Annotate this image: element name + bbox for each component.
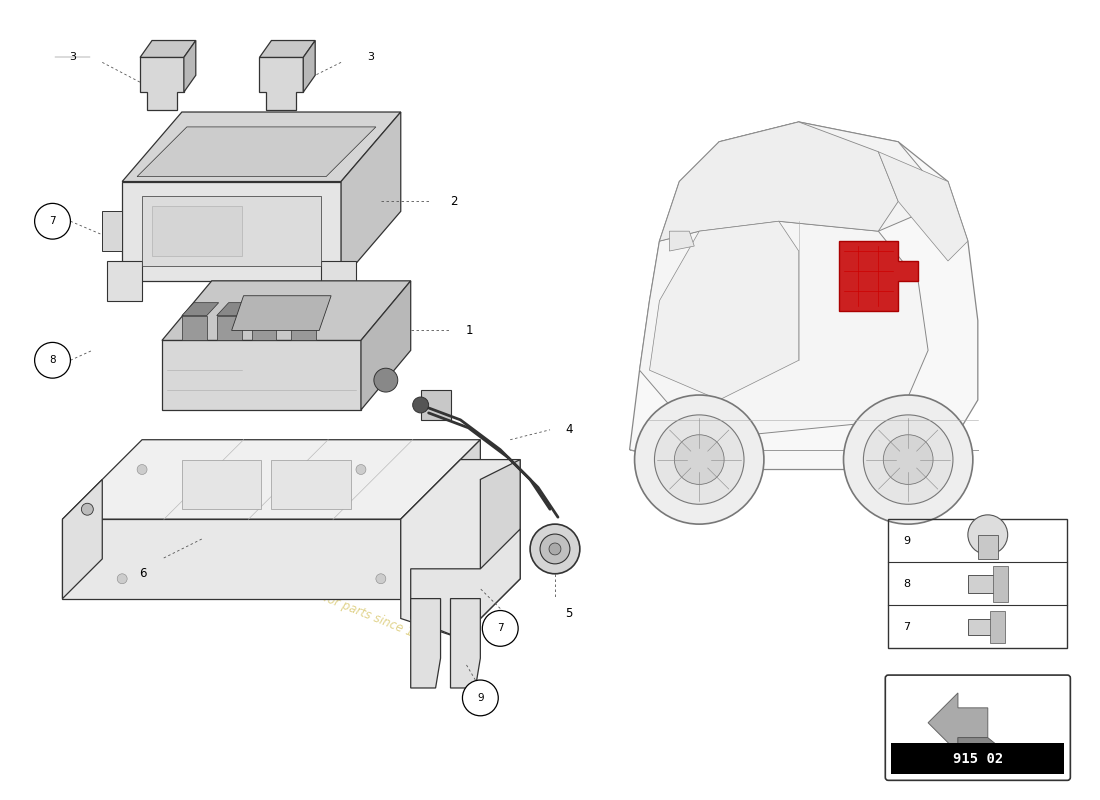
Circle shape	[81, 503, 94, 515]
Circle shape	[883, 434, 933, 485]
Polygon shape	[138, 127, 376, 177]
Polygon shape	[321, 261, 356, 301]
Polygon shape	[217, 302, 253, 315]
Polygon shape	[649, 222, 799, 400]
Polygon shape	[958, 738, 998, 761]
Polygon shape	[260, 41, 316, 58]
Polygon shape	[162, 341, 361, 410]
Text: 3: 3	[69, 52, 76, 62]
Circle shape	[482, 610, 518, 646]
Polygon shape	[63, 479, 102, 598]
Polygon shape	[122, 112, 400, 182]
Polygon shape	[142, 197, 321, 266]
Polygon shape	[292, 302, 328, 315]
Circle shape	[635, 395, 763, 524]
Polygon shape	[63, 440, 481, 519]
Polygon shape	[217, 315, 242, 341]
Bar	[993, 566, 1008, 602]
Polygon shape	[152, 206, 242, 256]
Circle shape	[530, 524, 580, 574]
Polygon shape	[122, 182, 341, 281]
Polygon shape	[420, 390, 451, 420]
Polygon shape	[400, 459, 520, 638]
Text: 8: 8	[50, 355, 56, 366]
Polygon shape	[400, 440, 481, 598]
Circle shape	[462, 680, 498, 716]
Text: 3: 3	[367, 52, 374, 62]
Text: 7: 7	[50, 216, 56, 226]
Bar	[990, 611, 1004, 642]
Text: 7: 7	[903, 622, 911, 632]
Polygon shape	[162, 281, 410, 341]
Text: eurospares: eurospares	[286, 490, 475, 589]
Polygon shape	[107, 261, 142, 301]
Circle shape	[654, 415, 744, 504]
Polygon shape	[292, 315, 316, 341]
Polygon shape	[878, 152, 968, 261]
Polygon shape	[140, 41, 196, 58]
Circle shape	[674, 434, 724, 485]
Polygon shape	[341, 112, 400, 281]
Circle shape	[34, 203, 70, 239]
Bar	[968, 574, 998, 593]
Polygon shape	[252, 315, 276, 341]
Polygon shape	[451, 598, 481, 688]
Bar	[978, 534, 998, 558]
Text: 4: 4	[565, 423, 572, 436]
Polygon shape	[304, 41, 316, 92]
Polygon shape	[659, 122, 899, 241]
Text: a passion for parts since 1988: a passion for parts since 1988	[266, 569, 436, 648]
Polygon shape	[272, 459, 351, 510]
Circle shape	[118, 574, 128, 584]
Polygon shape	[410, 598, 441, 688]
Text: 8: 8	[903, 578, 911, 589]
Bar	[891, 742, 1065, 774]
Polygon shape	[102, 211, 122, 251]
Polygon shape	[184, 41, 196, 92]
Text: 6: 6	[140, 567, 147, 580]
Polygon shape	[838, 241, 918, 310]
Text: 5: 5	[565, 607, 572, 620]
Circle shape	[138, 465, 147, 474]
Circle shape	[34, 342, 70, 378]
Bar	[889, 519, 1067, 648]
Polygon shape	[252, 302, 288, 315]
Text: 2: 2	[451, 195, 458, 208]
Circle shape	[376, 574, 386, 584]
Circle shape	[540, 534, 570, 564]
Polygon shape	[182, 315, 207, 341]
Polygon shape	[260, 58, 304, 110]
Polygon shape	[700, 122, 948, 231]
Polygon shape	[410, 529, 520, 638]
Text: 9: 9	[477, 693, 484, 703]
Polygon shape	[629, 122, 978, 470]
Polygon shape	[461, 459, 520, 638]
Circle shape	[864, 415, 953, 504]
Polygon shape	[232, 296, 331, 330]
Circle shape	[356, 465, 366, 474]
Polygon shape	[182, 459, 262, 510]
Text: 9: 9	[903, 536, 911, 546]
Bar	[968, 619, 996, 634]
Circle shape	[549, 543, 561, 555]
Circle shape	[412, 397, 429, 413]
Polygon shape	[140, 58, 184, 110]
Text: 7: 7	[497, 623, 504, 634]
Circle shape	[844, 395, 972, 524]
Polygon shape	[670, 231, 694, 251]
Polygon shape	[639, 222, 928, 440]
Polygon shape	[361, 281, 410, 410]
Polygon shape	[63, 519, 400, 598]
Text: 1: 1	[465, 324, 473, 337]
Polygon shape	[182, 302, 219, 315]
FancyBboxPatch shape	[886, 675, 1070, 780]
Circle shape	[374, 368, 398, 392]
Polygon shape	[928, 693, 988, 753]
Circle shape	[968, 515, 1008, 554]
Text: 915 02: 915 02	[953, 752, 1003, 766]
